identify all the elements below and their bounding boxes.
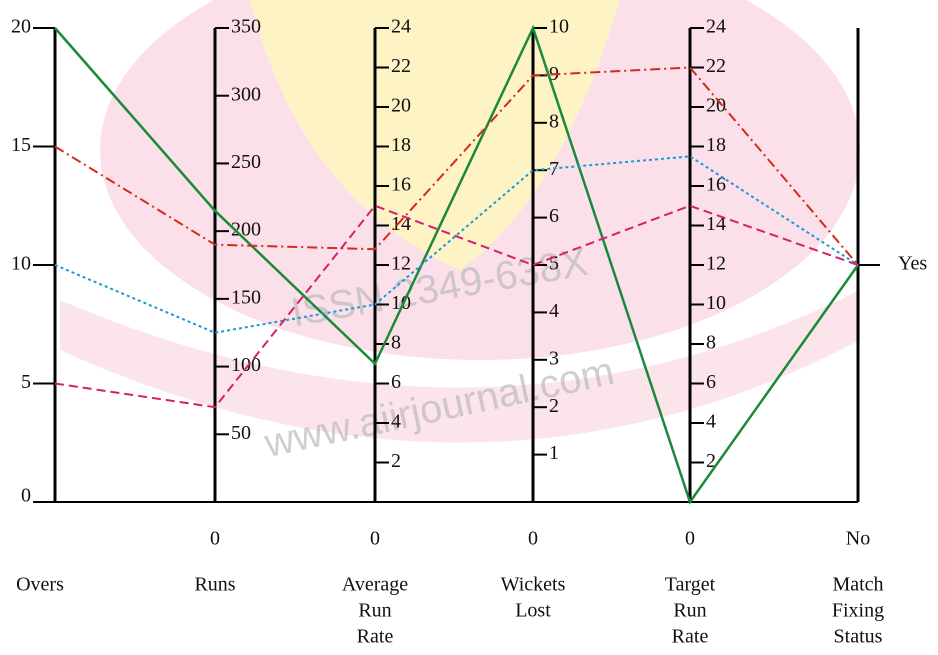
chart: ISSN 2349-638X www.aiirjournal.com 05101… [0,0,938,650]
axis-label: Match [832,574,883,596]
tick-label: 22 [706,55,726,77]
tick-label: 20 [706,95,726,117]
tick-label: 15 [11,134,31,156]
tick-label: 0 [21,485,31,507]
tick-label: 150 [231,286,261,308]
tick-label: 2 [549,395,559,417]
axis-label: Rate [357,626,394,648]
tick-label: 10 [706,292,726,314]
tick-label: 0 [685,528,695,550]
tick-label: 10 [11,253,31,275]
tick-label: 6 [706,371,716,393]
axis-label: Overs [16,574,64,596]
axis-label: Rate [672,626,709,648]
tick-label: 2 [391,450,401,472]
axis-label: Runs [194,574,235,596]
tick-label: 6 [549,205,559,227]
tick-label: 24 [391,16,411,38]
tick-label: 6 [391,371,401,393]
tick-label: 12 [391,253,411,275]
tick-label: 20 [11,16,31,38]
tick-label: 10 [549,16,569,38]
tick-label: 24 [706,16,726,38]
tick-label: 350 [231,16,261,38]
axis-label: Status [834,626,883,648]
tick-label: 8 [706,332,716,354]
tick-label: 12 [706,253,726,275]
tick-label: 18 [706,134,726,156]
tick-label: No [846,528,870,550]
axis-label: Run [358,600,391,622]
tick-label: 250 [231,151,261,173]
tick-label: 1 [549,442,559,464]
tick-label: 14 [391,213,411,235]
tick-label: 4 [549,300,559,322]
tick-label: 8 [549,110,559,132]
tick-label: 0 [370,528,380,550]
tick-label: 100 [231,354,261,376]
tick-label: 18 [391,134,411,156]
tick-label: 4 [706,411,716,433]
axis-label: Average [342,574,408,596]
tick-label: 300 [231,83,261,105]
axis-label: Fixing [832,600,884,622]
tick-label: 8 [391,332,401,354]
page: ISSN 2349-638X www.aiirjournal.com 05101… [0,0,938,655]
tick-label: 20 [391,95,411,117]
axis-label: Run [673,600,706,622]
tick-label: 5 [549,253,559,275]
axis-label: Wickets [501,574,566,596]
tick-label: 4 [391,411,401,433]
tick-label: 5 [21,371,31,393]
tick-label: 16 [391,174,411,196]
tick-label: 0 [528,528,538,550]
tick-label: 50 [231,422,251,444]
axis-label: Target [665,574,716,596]
axis-label: Lost [515,600,551,622]
tick-label: 22 [391,55,411,77]
tick-label: 0 [210,528,220,550]
tick-label: Yes [898,253,927,275]
tick-label: 3 [549,347,559,369]
